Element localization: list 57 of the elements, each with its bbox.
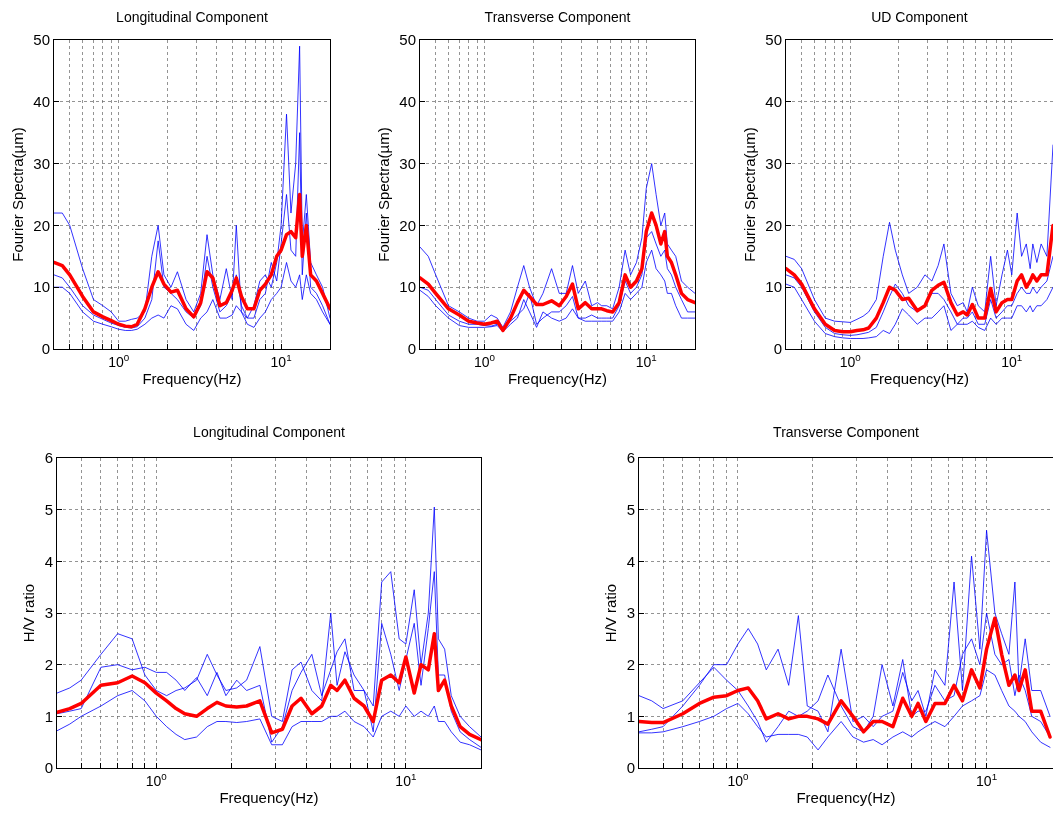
chart-title: Transverse Component	[773, 423, 919, 440]
y-tick-label: 20	[399, 216, 416, 234]
y-tick-label: 50	[399, 31, 416, 49]
y-tick-label: 20	[33, 216, 50, 234]
y-tick-label: 5	[626, 500, 635, 518]
x-axis-title: Frequency(Hz)	[219, 788, 319, 806]
y-axis-title: Fourier Spectra(µm)	[740, 127, 758, 262]
y-tick-label: 30	[765, 154, 782, 172]
x-axis-title: Frequency(Hz)	[507, 369, 608, 387]
y-axis-title: Fourier Spectra(µm)	[8, 127, 26, 262]
y-axis-title: Fourier Spectra(µm)	[374, 127, 392, 262]
x-tick-label: 10$^{0}$	[473, 351, 496, 370]
y-tick-label: 30	[33, 154, 50, 172]
chart-title: Longitudinal Component	[116, 8, 268, 25]
y-tick-label: 6	[44, 449, 53, 467]
chart-title: Transverse Component	[484, 8, 631, 25]
chart-title: UD Component	[871, 8, 968, 25]
y-tick-label: 1	[626, 707, 635, 725]
x-tick-label: 10$^{1}$	[976, 770, 998, 789]
y-tick-label: 40	[765, 93, 782, 111]
y-axis-title: H/V ratio	[601, 583, 619, 643]
y-tick-label: 2	[626, 655, 635, 673]
x-tick-label: 10$^{0}$	[108, 351, 130, 370]
y-tick-label: 3	[626, 604, 635, 622]
y-tick-label: 1	[44, 707, 53, 725]
x-tick-label: 10$^{1}$	[270, 351, 292, 370]
y-tick-label: 30	[399, 154, 416, 172]
x-tick-label: 10$^{0}$	[727, 770, 749, 789]
y-tick-label: 40	[33, 93, 50, 111]
chart-title: Longitudinal Component	[193, 423, 345, 440]
y-tick-label: 50	[765, 31, 782, 49]
y-tick-label: 40	[399, 93, 416, 111]
y-tick-label: 6	[626, 449, 635, 467]
y-tick-label: 0	[773, 340, 782, 358]
y-tick-label: 50	[33, 31, 50, 49]
y-tick-label: 10	[33, 278, 50, 296]
y-tick-label: 0	[44, 759, 53, 777]
y-axis-title: H/V ratio	[19, 583, 37, 643]
y-tick-label: 5	[44, 500, 53, 518]
x-axis-title: Frequency(Hz)	[869, 369, 970, 387]
y-tick-label: 2	[44, 655, 53, 673]
x-tick-label: 10$^{0}$	[839, 351, 862, 370]
x-tick-label: 10$^{1}$	[1001, 351, 1023, 370]
x-axis-title: Frequency(Hz)	[142, 369, 242, 387]
y-tick-label: 4	[626, 552, 635, 570]
x-tick-label: 10$^{1}$	[395, 770, 417, 789]
y-tick-label: 10	[399, 278, 416, 296]
y-tick-label: 3	[44, 604, 53, 622]
x-tick-label: 10$^{0}$	[145, 770, 168, 789]
y-tick-label: 0	[407, 340, 416, 358]
y-tick-label: 0	[41, 340, 50, 358]
y-tick-label: 4	[44, 552, 53, 570]
y-tick-label: 20	[765, 216, 782, 234]
y-tick-label: 10	[765, 278, 782, 296]
x-axis-title: Frequency(Hz)	[796, 788, 896, 806]
x-tick-label: 10$^{1}$	[635, 351, 657, 370]
y-tick-label: 0	[626, 759, 635, 777]
